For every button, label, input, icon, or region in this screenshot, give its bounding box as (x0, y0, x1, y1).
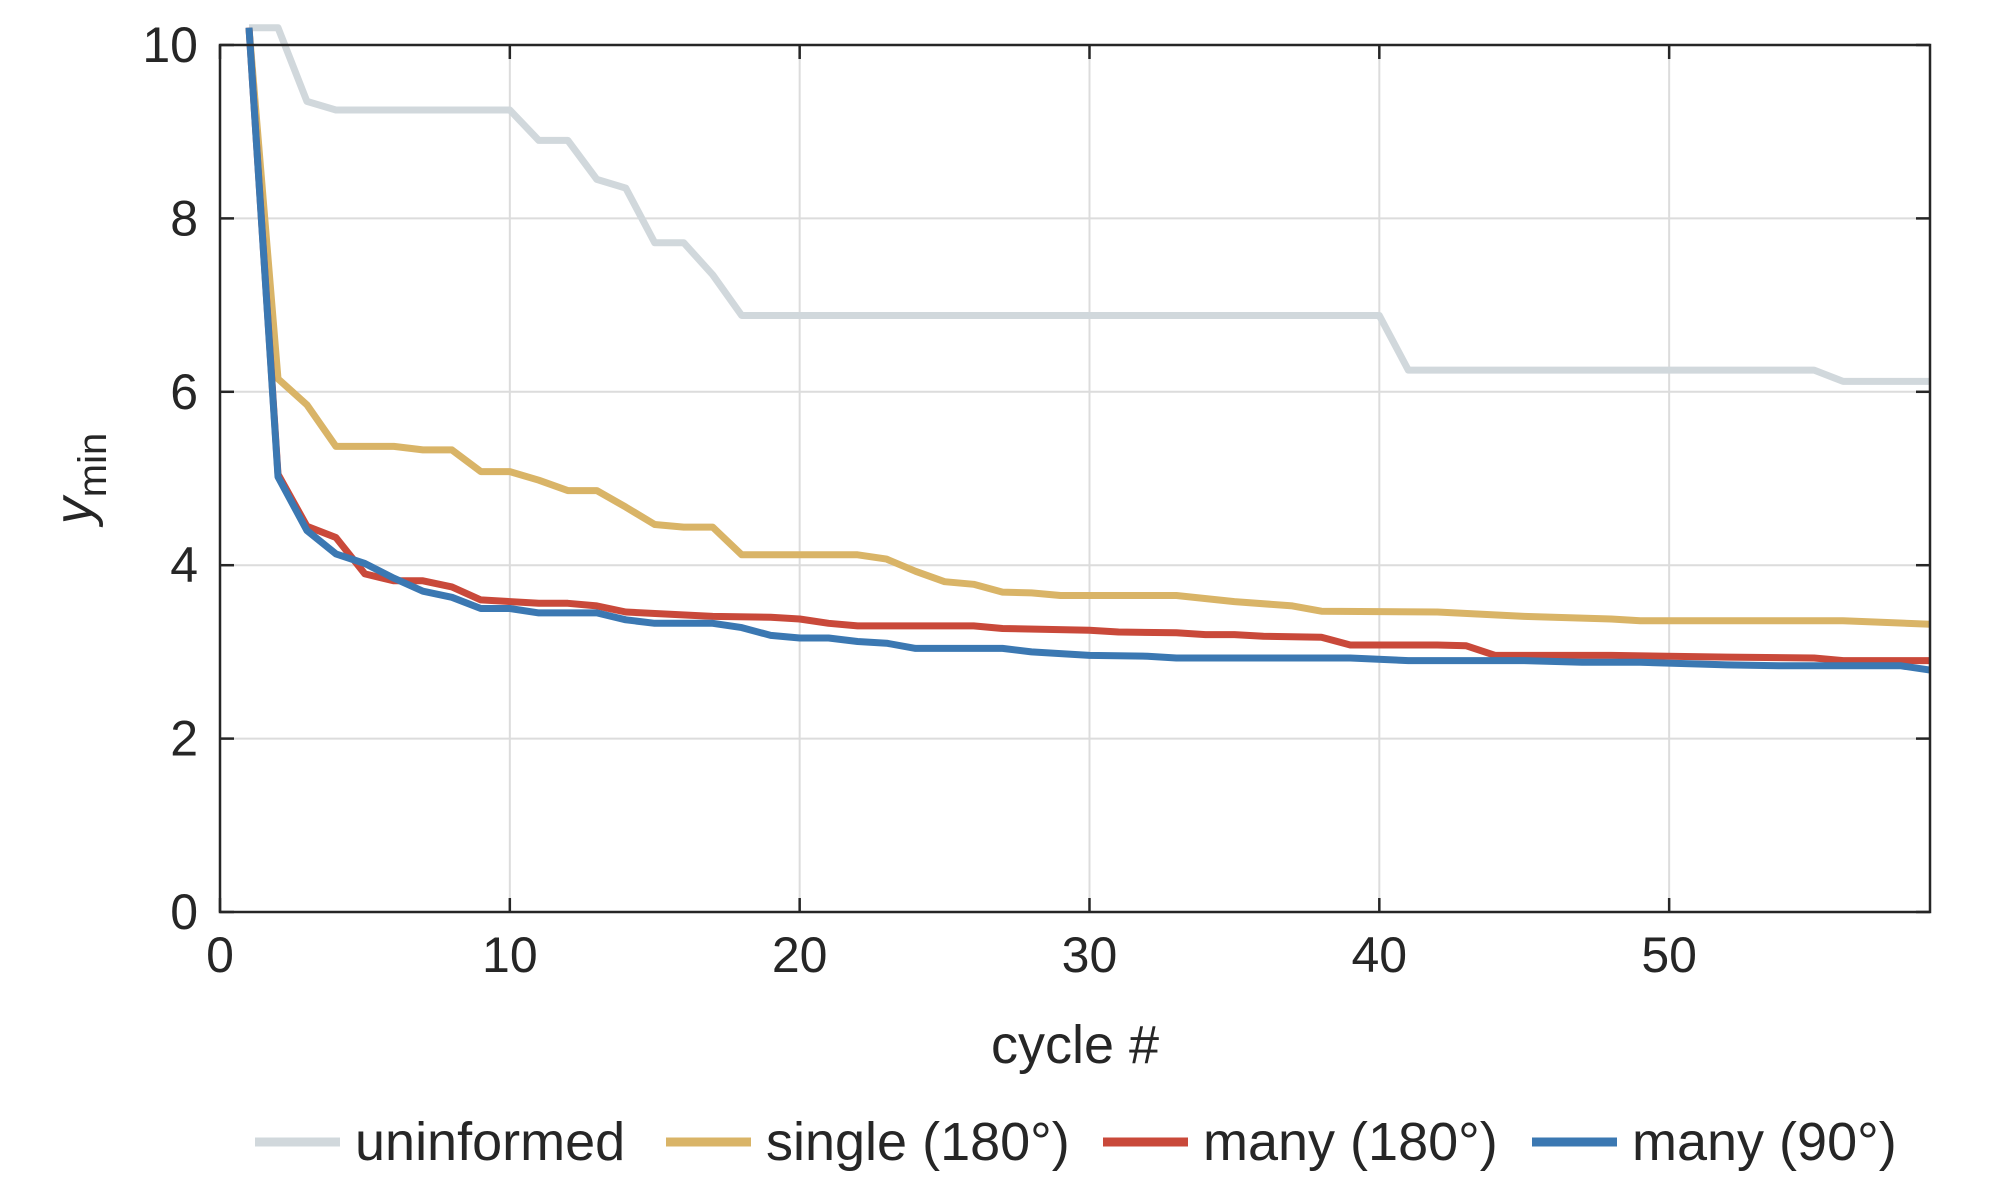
y-tick-label: 10 (142, 17, 198, 73)
y-tick-label: 2 (170, 711, 198, 767)
y-axis-label-subscript: min (71, 433, 115, 497)
x-tick-label: 40 (1352, 927, 1408, 983)
y-tick-label: 6 (170, 364, 198, 420)
y-axis-label: ymin (44, 433, 115, 528)
y-tick-label: 8 (170, 190, 198, 246)
series-line-1 (245, 27, 1931, 628)
y-axis-label-main: y (44, 494, 104, 528)
legend-label: uninformed (355, 1112, 625, 1172)
x-tick-label: 0 (206, 927, 234, 983)
x-tick-label: 10 (482, 927, 538, 983)
axis-ticks (218, 43, 1930, 914)
series-line-2 (245, 27, 1930, 665)
series-lines (245, 24, 1931, 674)
x-tick-label: 30 (1062, 927, 1118, 983)
series-line-3 (245, 27, 1931, 674)
series-line-0 (249, 24, 1930, 385)
y-tick-label: 4 (170, 537, 198, 593)
legend-label: many (180°) (1203, 1112, 1498, 1172)
tick-labels: 0 10 20 30 40 50 0 2 4 6 8 10 (142, 17, 1697, 983)
plot-frame (218, 43, 1932, 914)
legend-label: single (180°) (766, 1112, 1070, 1172)
x-tick-label: 20 (772, 927, 828, 983)
x-tick-label: 50 (1641, 927, 1697, 983)
y-tick-label: 0 (170, 884, 198, 940)
legend-label: many (90°) (1632, 1112, 1897, 1172)
grid (220, 45, 1930, 912)
legend: uninformed single (180°) many (180°) many (… (255, 1112, 1897, 1172)
x-axis-label: cycle # (991, 1015, 1159, 1075)
